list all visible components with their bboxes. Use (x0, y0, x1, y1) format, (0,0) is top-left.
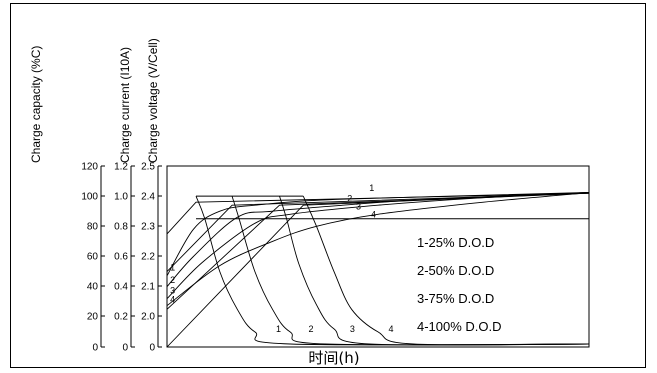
curve-label: 2 (309, 324, 314, 334)
legend-entry: 1-25% D.O.D (417, 235, 494, 250)
current-curve-3 (279, 196, 590, 346)
current-tick-label: 0 (122, 343, 128, 354)
current-curve-4 (302, 196, 590, 346)
capacity-curve-2 (166, 192, 590, 272)
x-axis-label: 时间(h) (308, 349, 359, 367)
current-tick-label: 0.4 (114, 282, 128, 293)
curve-label: 2 (347, 194, 352, 204)
current-tick-label: 0.2 (114, 312, 128, 323)
current-tick-label: 1.2 (114, 162, 128, 173)
current-tick-label: 1.0 (114, 192, 128, 203)
capacity-tick-label: 60 (87, 252, 99, 263)
capacity-tick-label: 80 (87, 222, 99, 233)
voltage-tick-label: 2.2 (141, 252, 155, 263)
voltage-tick-label: 0 (149, 343, 155, 354)
capacity-curve-3 (166, 192, 590, 310)
voltage-tick-label: 2.3 (141, 222, 155, 233)
curve-label: 3 (356, 201, 361, 211)
curve-label: 4 (371, 209, 376, 219)
voltage-curve-4 (166, 192, 590, 307)
legend-entry: 2-50% D.O.D (417, 263, 494, 278)
capacity-curve-4 (166, 192, 590, 348)
curve-label: 3 (170, 286, 175, 296)
chart-frame: Charge capacity (%C) Charge current (I10… (10, 3, 646, 368)
chart-canvas: 1201008060402001.21.00.80.60.40.202.52.4… (81, 162, 590, 367)
voltage-tick-label: 2.4 (141, 192, 155, 203)
current-tick-label: 0.6 (114, 252, 128, 263)
curve-label: 4 (170, 295, 175, 305)
plot-border (166, 165, 590, 348)
capacity-tick-label: 20 (87, 312, 99, 323)
curve-label: 2 (170, 275, 175, 285)
voltage-tick-label: 2.5 (141, 162, 155, 173)
voltage-tick-label: 2.1 (141, 282, 155, 293)
curve-label: 4 (389, 324, 394, 334)
capacity-curve-1 (166, 192, 590, 235)
capacity-tick-label: 0 (92, 343, 98, 354)
capacity-tick-label: 120 (81, 162, 98, 173)
legend-entry: 4-100% D.O.D (417, 319, 502, 334)
legend-entry: 3-75% D.O.D (417, 291, 494, 306)
current-tick-label: 0.8 (114, 222, 128, 233)
curve-label: 1 (276, 324, 281, 334)
capacity-tick-label: 40 (87, 282, 99, 293)
curve-label: 1 (369, 183, 374, 193)
curve-label: 1 (170, 263, 175, 273)
curve-label: 3 (350, 324, 355, 334)
capacity-tick-label: 100 (81, 192, 98, 203)
voltage-tick-label: 2.0 (141, 312, 155, 323)
